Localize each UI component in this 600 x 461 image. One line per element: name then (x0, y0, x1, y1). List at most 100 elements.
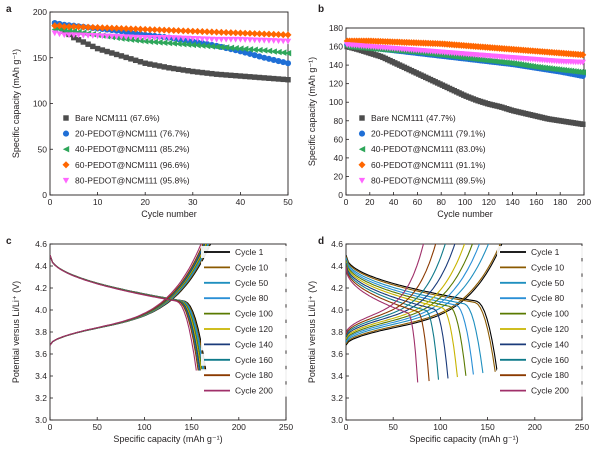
legend-label: Cycle 180 (235, 370, 273, 380)
legend-marker (358, 161, 366, 169)
data-point (65, 23, 73, 31)
data-point (265, 30, 273, 38)
x-tick-label: 200 (528, 422, 542, 432)
charge-curve (346, 244, 473, 341)
data-point (270, 48, 277, 55)
data-point (108, 24, 116, 32)
y-tick-label: 3.6 (331, 349, 343, 359)
x-tick-label: 0 (344, 197, 349, 207)
data-point (61, 32, 68, 39)
legend-label: Cycle 80 (531, 293, 564, 303)
data-point (103, 24, 111, 32)
data-point (104, 48, 110, 55)
data-point (170, 26, 178, 35)
data-point (99, 33, 106, 40)
legend-bg (201, 323, 287, 335)
legend-label: Cycle 140 (531, 339, 569, 349)
data-point (256, 37, 263, 44)
data-point (171, 65, 177, 72)
data-point (271, 75, 277, 82)
data-point (89, 23, 97, 31)
legend-label: Cycle 50 (235, 278, 268, 288)
y-axis-label: Specific capacity (mAh g⁻¹) (307, 57, 317, 166)
data-point (185, 68, 191, 74)
legend-label: 20-PEDOT@NCM111 (76.7%) (75, 129, 190, 139)
legend-label: Cycle 160 (531, 355, 569, 365)
charge-curve (346, 244, 503, 346)
data-point (232, 72, 239, 79)
data-point (261, 37, 268, 44)
legend-bg (201, 246, 287, 258)
data-point (251, 37, 258, 44)
legend-bg (497, 261, 583, 274)
data-point (180, 41, 187, 48)
data-point (255, 30, 263, 38)
y-tick-label: 50 (38, 144, 48, 154)
y-tick-label: 150 (33, 53, 47, 63)
data-point (84, 23, 92, 31)
x-tick-label: 0 (344, 422, 349, 432)
x-tick-label: 0 (48, 197, 53, 207)
data-point (284, 60, 292, 67)
data-point (137, 34, 144, 41)
legend-bg (201, 338, 287, 351)
data-point (280, 49, 287, 56)
data-point (179, 27, 187, 35)
charge-curve (50, 244, 210, 346)
data-point (251, 52, 258, 59)
legend-bg (201, 369, 287, 382)
legend-bg (201, 307, 287, 320)
data-point (198, 28, 206, 36)
data-point (241, 29, 249, 37)
data-point (180, 67, 186, 73)
data-point (103, 33, 111, 40)
charge-curve (50, 244, 211, 346)
data-point (94, 45, 101, 52)
data-point (94, 33, 101, 39)
data-point (232, 29, 240, 37)
data-point (184, 27, 192, 35)
data-point (222, 44, 230, 51)
x-axis-label: Cycle number (437, 209, 493, 219)
legend-bg (497, 323, 583, 335)
y-tick-label: 100 (33, 99, 47, 109)
y-tick-label: 3.4 (35, 371, 47, 381)
discharge-curve (50, 254, 205, 371)
legend-label: 60-PEDOT@NCM111 (91.1%) (371, 160, 486, 170)
legend-marker (359, 115, 365, 121)
legend-marker (358, 130, 366, 137)
data-point (113, 51, 120, 58)
data-point (265, 37, 273, 44)
data-point (270, 38, 277, 44)
data-point (246, 46, 254, 53)
data-point (137, 59, 144, 65)
data-point (579, 51, 587, 59)
y-axis-label: Potential versus Li/Li⁺ (V) (11, 281, 21, 383)
data-point (227, 36, 235, 43)
data-point (132, 57, 139, 64)
legend-label: Cycle 140 (235, 339, 273, 349)
data-point (275, 58, 282, 65)
x-axis-label: Specific capacity (mAh g⁻¹) (113, 434, 222, 444)
legend-label: 40-PEDOT@NCM111 (85.2%) (75, 144, 190, 154)
data-point (141, 25, 149, 33)
x-tick-label: 0 (48, 422, 53, 432)
y-tick-label: 100 (329, 97, 343, 107)
x-axis-label: Specific capacity (mAh g⁻¹) (409, 434, 518, 444)
y-axis-label: Specific capacity (mAh g⁻¹) (11, 49, 21, 158)
data-point (204, 70, 210, 76)
data-point (132, 25, 140, 33)
charge-curve (346, 244, 425, 334)
data-point (146, 26, 154, 34)
data-point (261, 47, 268, 54)
data-point (161, 39, 168, 46)
data-point (218, 43, 225, 51)
x-tick-label: 140 (506, 197, 520, 207)
y-axis-label: Potential versus Li/Li⁺ (V) (307, 281, 317, 383)
data-point (218, 36, 225, 43)
data-point (194, 42, 201, 49)
discharge-curve (346, 254, 498, 371)
data-point (175, 66, 182, 72)
legend-label: Cycle 120 (531, 324, 569, 334)
data-point (123, 54, 129, 61)
